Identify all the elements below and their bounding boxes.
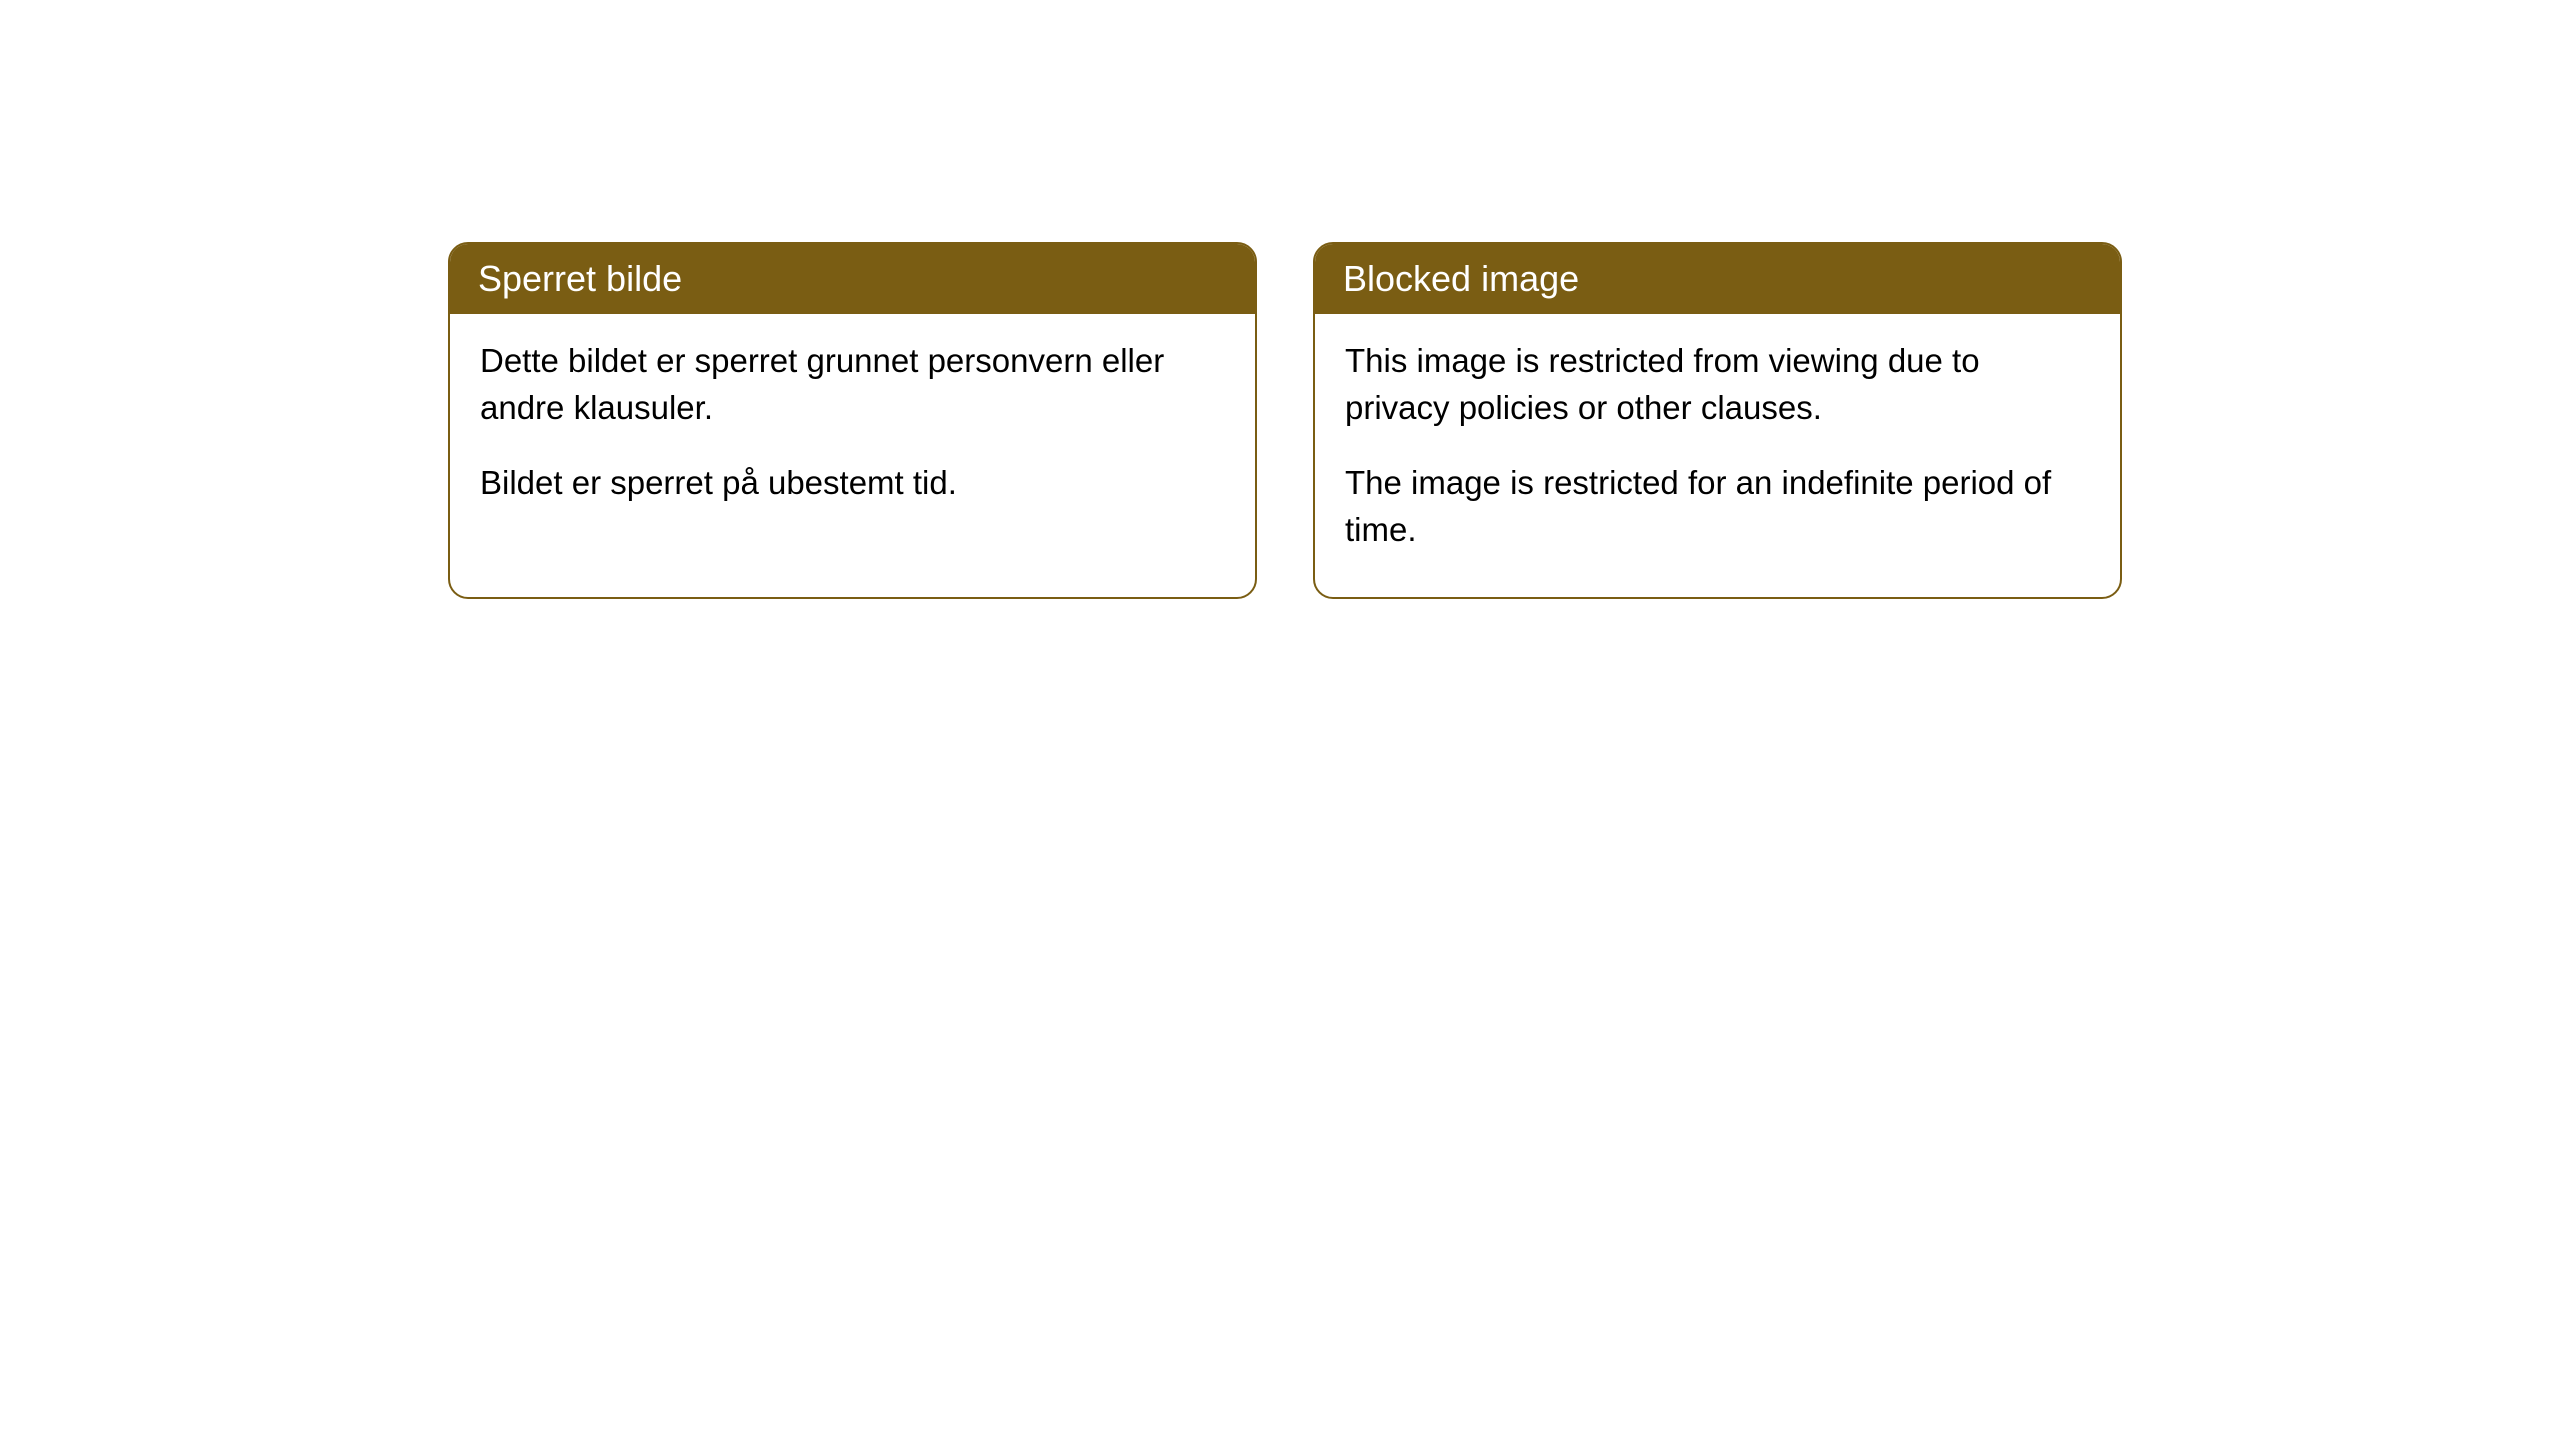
notice-container: Sperret bilde Dette bildet er sperret gr…: [0, 0, 2560, 599]
card-body-english: This image is restricted from viewing du…: [1315, 314, 2120, 597]
card-para1-norwegian: Dette bildet er sperret grunnet personve…: [480, 338, 1225, 432]
card-body-norwegian: Dette bildet er sperret grunnet personve…: [450, 314, 1255, 551]
card-para2-english: The image is restricted for an indefinit…: [1345, 460, 2090, 554]
card-para2-norwegian: Bildet er sperret på ubestemt tid.: [480, 460, 1225, 507]
card-title-english: Blocked image: [1343, 258, 1579, 299]
card-title-norwegian: Sperret bilde: [478, 258, 682, 299]
card-header-norwegian: Sperret bilde: [450, 244, 1255, 314]
notice-card-norwegian: Sperret bilde Dette bildet er sperret gr…: [448, 242, 1257, 599]
card-para1-english: This image is restricted from viewing du…: [1345, 338, 2090, 432]
card-header-english: Blocked image: [1315, 244, 2120, 314]
notice-card-english: Blocked image This image is restricted f…: [1313, 242, 2122, 599]
